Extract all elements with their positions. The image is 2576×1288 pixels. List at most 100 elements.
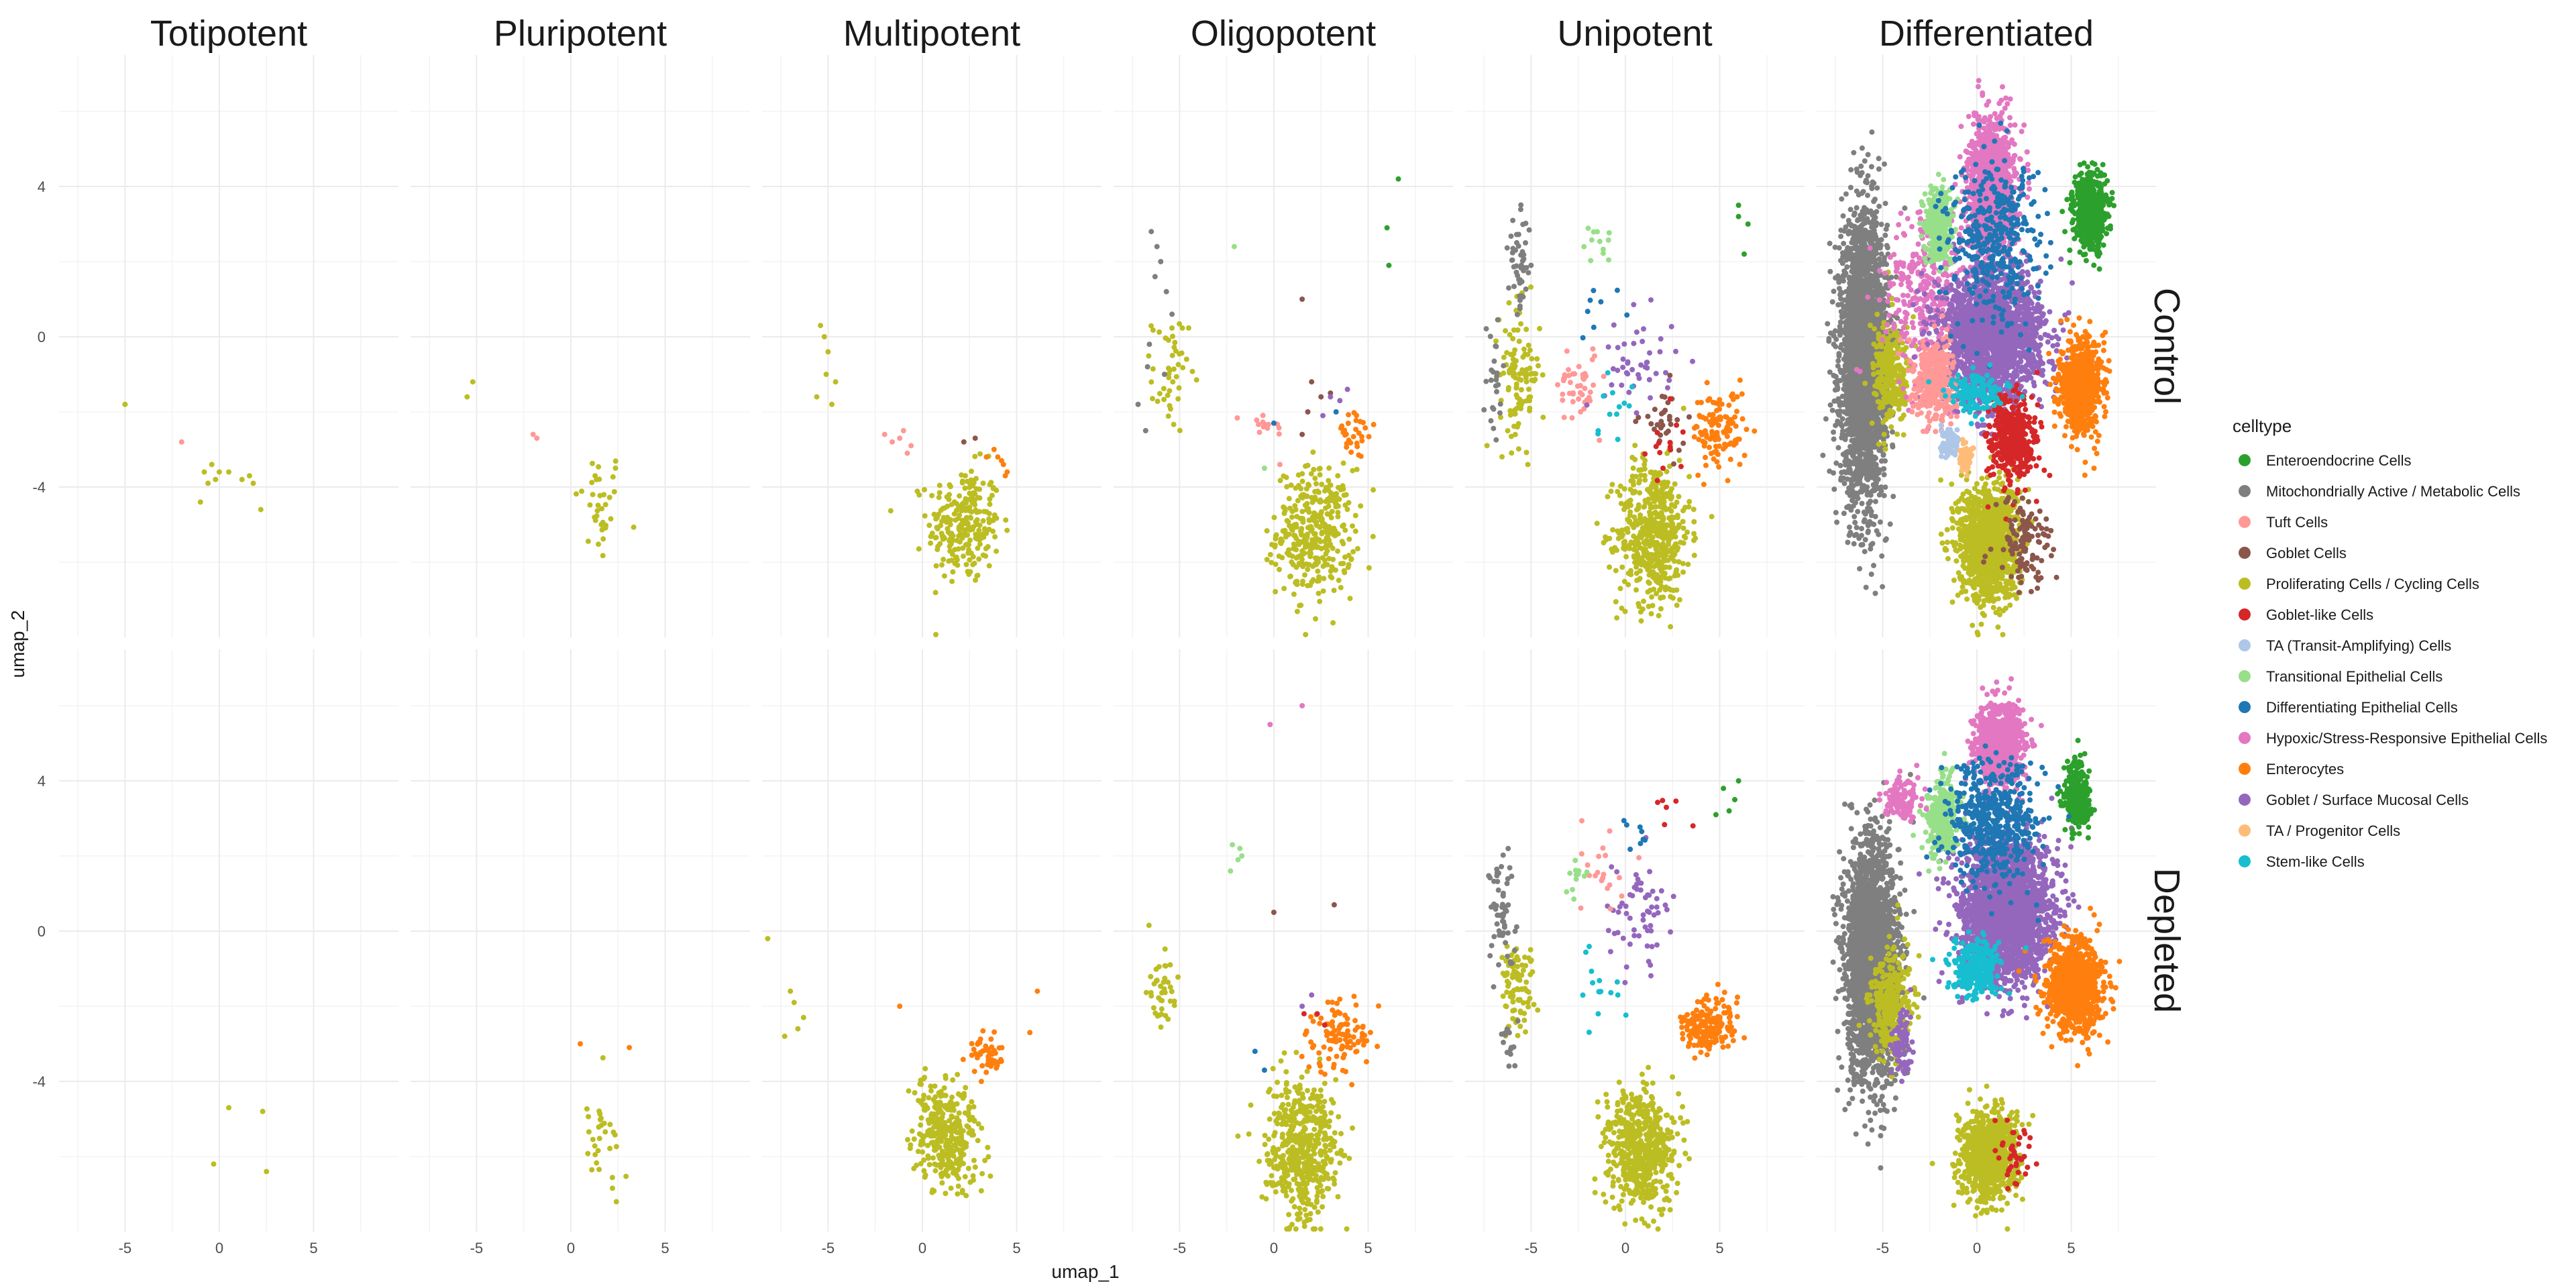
data-point [1395, 176, 1401, 182]
data-point [1511, 264, 1517, 270]
data-point [1864, 354, 1870, 360]
data-point [1871, 521, 1877, 527]
data-point [1833, 510, 1839, 516]
data-point [1860, 189, 1866, 195]
data-point [1703, 454, 1708, 460]
data-point [1334, 495, 1340, 501]
data-point [926, 523, 932, 529]
data-point [1848, 167, 1854, 173]
data-point [1277, 462, 1283, 468]
data-point [1295, 554, 1301, 560]
data-point [1665, 428, 1671, 434]
data-point [1611, 322, 1617, 328]
data-point [1854, 205, 1860, 211]
data-point [961, 439, 967, 445]
data-point [947, 517, 953, 523]
data-point [1657, 349, 1663, 355]
data-point [1614, 547, 1619, 553]
data-point [608, 516, 614, 522]
data-point [1171, 366, 1177, 372]
data-point [1609, 382, 1615, 388]
data-point [986, 563, 992, 569]
data-point [1858, 323, 1864, 329]
data-point [971, 560, 977, 566]
data-point [1632, 559, 1638, 566]
data-point [1321, 576, 1327, 582]
data-point [1838, 477, 1843, 483]
data-point [590, 460, 595, 466]
data-point [1996, 469, 2002, 475]
data-point [1493, 343, 1499, 350]
data-point [1703, 462, 1709, 468]
data-point [1846, 313, 1852, 319]
data-point [1656, 440, 1662, 446]
data-point [1690, 358, 1695, 364]
data-point [1852, 277, 1858, 283]
data-point [1820, 452, 1826, 458]
data-point [1286, 551, 1292, 557]
data-point [1843, 394, 1849, 400]
data-point [1638, 618, 1644, 624]
data-point [1727, 427, 1733, 433]
data-point [1831, 398, 1837, 404]
data-point [814, 394, 820, 400]
data-point [1829, 299, 1835, 305]
data-point [1483, 326, 1489, 332]
data-point [1680, 540, 1686, 546]
data-point [1517, 396, 1523, 402]
data-point [1876, 492, 1882, 498]
data-point [1666, 417, 1672, 423]
data-point [1303, 463, 1308, 469]
data-point [1868, 455, 1873, 462]
data-point [1509, 450, 1515, 456]
data-point [1595, 229, 1600, 235]
data-point [1860, 420, 1866, 425]
data-point [1601, 540, 1607, 545]
data-point [1494, 374, 1500, 379]
data-point [1856, 225, 1862, 231]
data-point [1874, 480, 1879, 486]
data-point [1591, 324, 1597, 330]
data-point [970, 554, 976, 559]
data-point [1299, 431, 1305, 437]
data-point [1860, 462, 1866, 468]
data-point [585, 538, 591, 544]
data-point [1868, 430, 1874, 435]
data-point [1660, 541, 1666, 547]
data-point [1668, 554, 1674, 560]
data-point [1653, 546, 1659, 552]
data-point [1335, 514, 1341, 520]
data-point [1300, 519, 1306, 525]
data-point [1860, 349, 1866, 355]
data-point [1633, 329, 1640, 335]
data-point [1497, 410, 1503, 416]
data-point [940, 536, 946, 542]
data-point [1621, 541, 1627, 547]
data-point [1883, 536, 1889, 542]
data-point [1325, 496, 1331, 502]
data-point [1826, 335, 1832, 341]
data-point [945, 503, 951, 509]
data-point [1303, 632, 1309, 637]
data-point [1866, 528, 1871, 534]
data-point [1303, 539, 1309, 545]
data-point [929, 531, 935, 536]
data-point [587, 502, 593, 508]
data-point [1523, 327, 1529, 332]
data-point [1189, 368, 1195, 374]
data-point [954, 537, 960, 543]
data-point [1652, 498, 1658, 504]
data-point [1839, 470, 1845, 476]
data-point [1344, 444, 1350, 450]
panel-background [411, 649, 750, 1232]
data-point [977, 541, 983, 547]
data-point [941, 573, 947, 579]
data-point [1842, 382, 1848, 388]
data-point [1642, 531, 1648, 537]
data-point [1171, 421, 1177, 427]
data-point [1487, 333, 1493, 339]
data-point [1852, 261, 1858, 267]
data-point [1876, 166, 1882, 172]
data-point [1574, 383, 1580, 389]
data-point [908, 443, 914, 449]
